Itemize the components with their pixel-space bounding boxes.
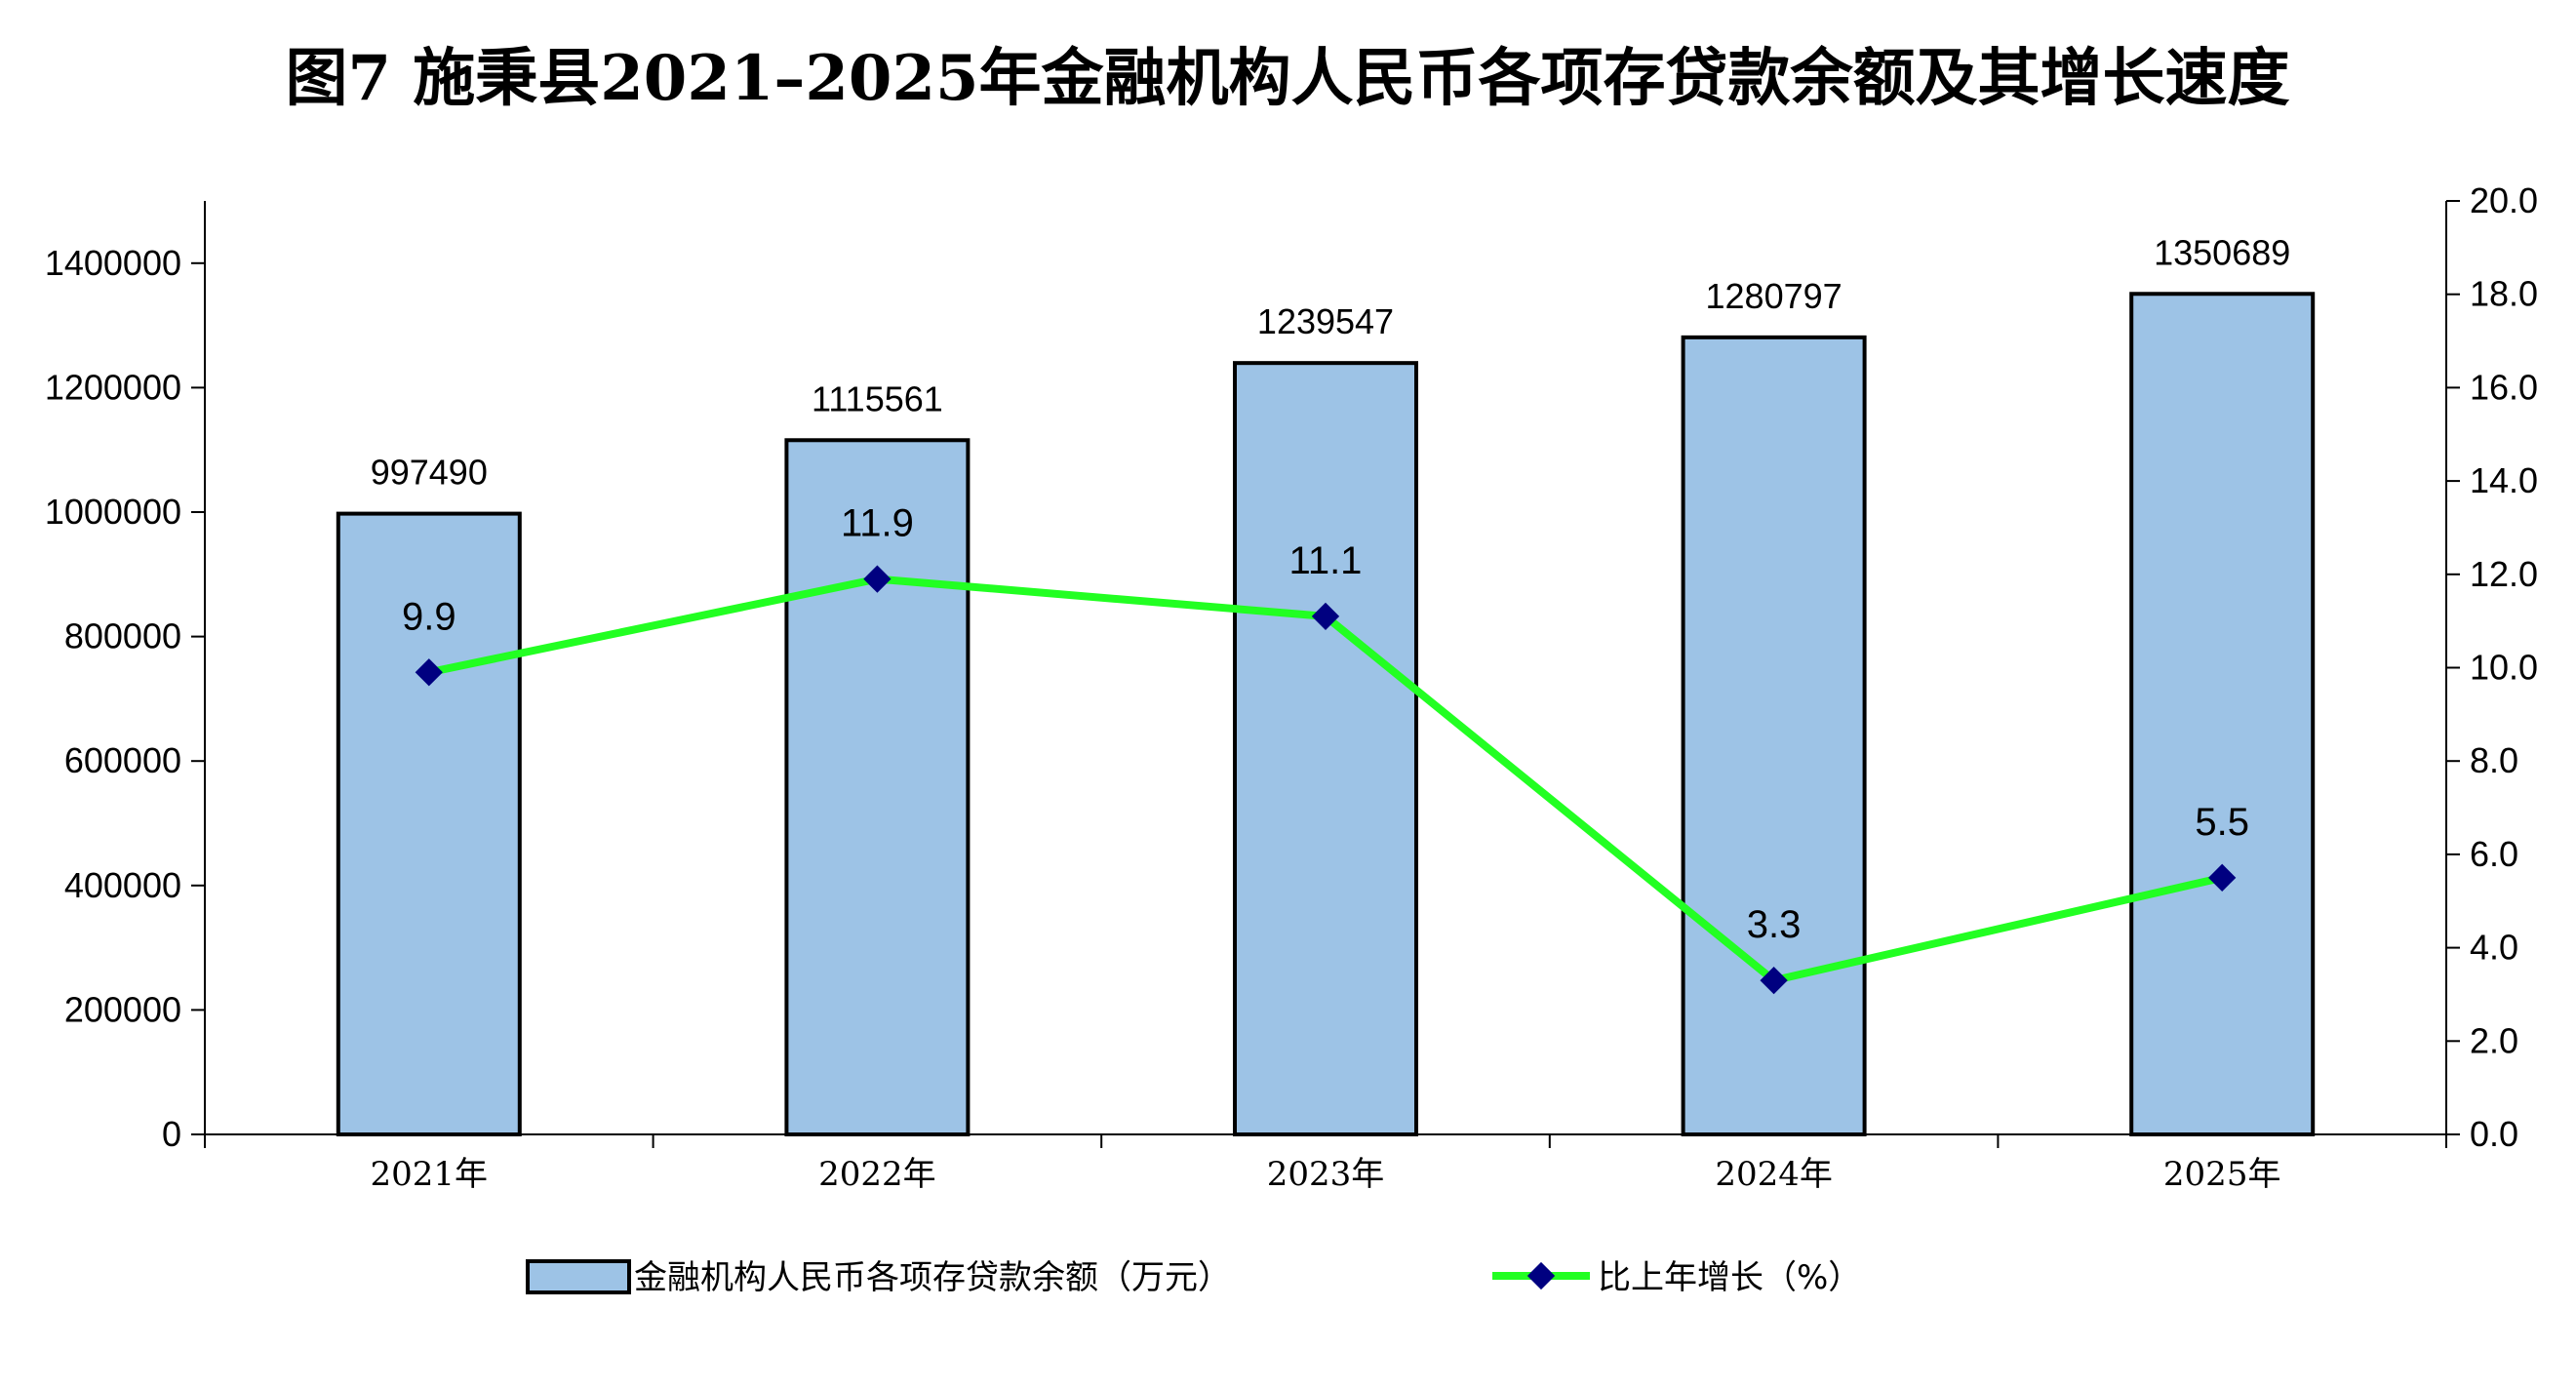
left-tick-label: 600000 xyxy=(64,740,181,780)
legend: 金融机构人民币各项存贷款余额（万元） 比上年增长（%） xyxy=(526,1258,1861,1297)
right-tick-label: 4.0 xyxy=(2470,928,2518,968)
bar xyxy=(1681,335,1867,1136)
left-tick-label: 1000000 xyxy=(45,492,181,532)
bar xyxy=(1233,361,1418,1136)
bar-data-label: 1115561 xyxy=(812,378,943,418)
line-point-marker xyxy=(863,565,892,593)
left-tick-label: 400000 xyxy=(64,865,181,905)
x-tick-label: 2024年 xyxy=(1715,1155,1833,1194)
bar-labels: 997490 1115561 1239547 1280797 1350689 xyxy=(371,232,2291,492)
right-tick-label: 16.0 xyxy=(2470,367,2538,407)
right-tick-label: 6.0 xyxy=(2470,834,2518,874)
line-point-marker xyxy=(1760,966,1788,995)
growth-line-layer: 9.9 11.9 11.1 3.3 5.5 xyxy=(402,502,2249,995)
line-data-label: 9.9 xyxy=(402,595,456,638)
right-tick-label: 14.0 xyxy=(2470,460,2538,500)
line-point-marker xyxy=(415,658,443,687)
bars xyxy=(336,292,2316,1136)
bar-data-label: 1239547 xyxy=(1257,301,1394,341)
left-tick-label: 200000 xyxy=(64,989,181,1029)
line-data-label: 11.9 xyxy=(841,502,914,545)
bar-data-label: 1350689 xyxy=(2154,232,2290,272)
right-tick-label: 10.0 xyxy=(2470,648,2538,688)
x-tick-label: 2021年 xyxy=(371,1155,489,1194)
line-point-marker xyxy=(2208,863,2237,892)
right-tick-label: 18.0 xyxy=(2470,274,2538,314)
right-tick-label: 8.0 xyxy=(2470,740,2518,780)
chart-title: 图7 施秉县2021–2025年金融机构人民币各项存贷款余额及其增长速度 xyxy=(285,42,2289,115)
right-tick-label: 12.0 xyxy=(2470,554,2538,594)
x-tick-label: 2025年 xyxy=(2163,1155,2281,1194)
bar xyxy=(2129,292,2316,1136)
x-tick-label: 2023年 xyxy=(1267,1155,1385,1194)
left-tick-label: 800000 xyxy=(64,616,181,656)
x-tick-label: 2022年 xyxy=(818,1155,936,1194)
left-tick-label: 0 xyxy=(162,1114,181,1154)
legend-line-label: 比上年增长（%） xyxy=(1598,1258,1861,1297)
bar xyxy=(336,511,522,1136)
line-data-label: 11.1 xyxy=(1289,539,1363,582)
legend-diamond-marker xyxy=(1526,1261,1556,1290)
right-tick-label: 20.0 xyxy=(2470,180,2538,220)
axes: 0 200000 400000 600000 800000 1000000 1200000 1… xyxy=(45,180,2538,1194)
line-data-label: 3.3 xyxy=(1747,903,1802,946)
legend-bar-label: 金融机构人民币各项存贷款余额（万元） xyxy=(634,1258,1231,1297)
line-data-label: 5.5 xyxy=(2195,801,2249,844)
bar-data-label: 1280797 xyxy=(1706,276,1843,316)
right-tick-label: 2.0 xyxy=(2470,1020,2518,1060)
bar-data-label: 997490 xyxy=(371,453,488,493)
bar xyxy=(784,438,971,1136)
right-tick-label: 0.0 xyxy=(2470,1114,2518,1154)
line-point-marker xyxy=(1311,602,1340,631)
left-tick-label: 1400000 xyxy=(45,243,181,283)
left-tick-label: 1200000 xyxy=(45,367,181,407)
legend-bar-swatch xyxy=(526,1259,631,1294)
